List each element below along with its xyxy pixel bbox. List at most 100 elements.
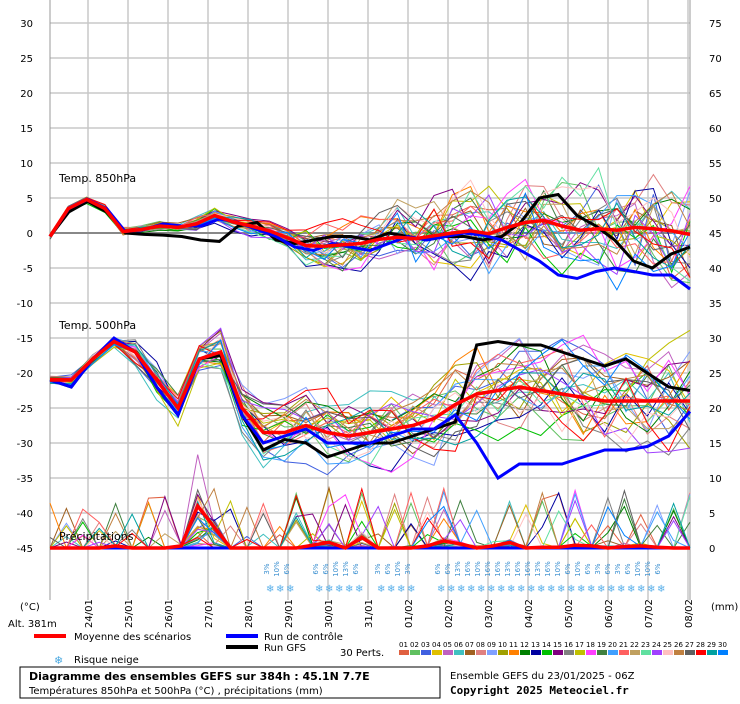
snow-risk-value: 13% (454, 561, 462, 577)
y-left-tick-label: 10 (20, 159, 33, 170)
y-left-tick-label: 0 (27, 229, 33, 240)
snow-risk-value: 3% (263, 563, 271, 574)
snowflake-icon: ❄ (266, 584, 274, 595)
label-t850: Temp. 850hPa (58, 172, 136, 185)
pert-number: 29 (707, 641, 716, 649)
pert-number: 14 (542, 641, 551, 649)
x-tick-label: 04/02 (524, 599, 535, 628)
y-left-tick-label: -10 (17, 299, 33, 310)
snow-risk-value: 13% (534, 561, 542, 577)
pert-number: 05 (443, 641, 452, 649)
snowflake-icon: ❄ (557, 584, 565, 595)
pert-number: 17 (575, 641, 584, 649)
y-right-tick-label: 25 (709, 369, 722, 380)
snow-risk-value: 10% (644, 561, 652, 577)
snowflake-icon: ❄ (547, 584, 555, 595)
snowflake-icon: ❄ (497, 584, 505, 595)
pert-number: 30 (718, 641, 727, 649)
pert-swatch (476, 650, 486, 655)
mean-precip-line (50, 502, 690, 550)
snow-risk-value: 16% (464, 561, 472, 577)
snow-risk-value: 16% (524, 561, 532, 577)
pert-number: 18 (586, 641, 595, 649)
snow-risk-value: 16% (494, 561, 502, 577)
pert-swatch (652, 650, 662, 655)
title-box (19, 666, 441, 699)
x-tick-label: 02/02 (444, 599, 455, 628)
y-right-tick-label: 40 (709, 264, 722, 275)
pert-number: 06 (454, 641, 463, 649)
pert-swatch (410, 650, 420, 655)
pert-swatch (674, 650, 684, 655)
x-tick-label: 28/01 (244, 599, 255, 628)
x-tick-label: 05/02 (564, 599, 575, 628)
pert-swatch (696, 650, 706, 655)
pert-swatch (432, 650, 442, 655)
snow-risk-value: 3% (374, 563, 382, 574)
snowflake-icon: ❄ (487, 584, 495, 595)
y-right-tick-label: 70 (709, 54, 722, 65)
y-left-tick-label: -5 (23, 264, 33, 275)
snowflake-icon: ❄ (477, 584, 485, 595)
snow-risk-value: 6% (584, 563, 592, 574)
snow-risk-value: 6% (384, 563, 392, 574)
pert-number: 21 (619, 641, 628, 649)
pert-swatch (564, 650, 574, 655)
x-tick-label: 30/01 (324, 599, 335, 628)
snowflake-icon: ❄ (54, 654, 63, 667)
pert-number: 27 (685, 641, 694, 649)
y-left-tick-label: 25 (20, 54, 33, 65)
snow-risk-value: 6% (352, 563, 360, 574)
y-left-tick-label: -15 (17, 334, 33, 345)
member-t500-line (49, 341, 691, 447)
snowflake-icon: ❄ (627, 584, 635, 595)
snowflake-icon: ❄ (437, 584, 445, 595)
y-left-tick-label: -30 (17, 439, 33, 450)
altitude: Alt. 381m (8, 619, 57, 630)
snowflake-icon: ❄ (637, 584, 645, 595)
pert-number: 11 (509, 641, 518, 649)
snow-risk-value: 3% (594, 563, 602, 574)
pert-swatch (641, 650, 651, 655)
pert-swatch (443, 650, 453, 655)
pert-number: 10 (498, 641, 507, 649)
pert-number: 15 (553, 641, 562, 649)
snowflake-icon: ❄ (507, 584, 515, 595)
pert-swatch (542, 650, 552, 655)
pert-legend: 01 02 03 04 05 06 07 08 09 10 11 12 13 14 15 16 17 18 19 20… (399, 641, 728, 655)
snowflake-icon: ❄ (377, 584, 385, 595)
y-right-tick-label: 65 (709, 89, 722, 100)
chart-subtitle: Températures 850hPa et 500hPa (°C) , pré… (28, 685, 323, 697)
pert-swatch (575, 650, 585, 655)
pert-swatch (718, 650, 728, 655)
pert-swatch (553, 650, 563, 655)
pert-number: 02 (410, 641, 419, 649)
x-tick-label: 27/01 (204, 599, 215, 628)
snow-risk-value: 6% (312, 563, 320, 574)
member-t500-line (50, 341, 691, 443)
snowflake-icon: ❄ (617, 584, 625, 595)
pert-number: 23 (641, 641, 650, 649)
x-tick-label: 29/01 (284, 599, 295, 628)
pert-number: 28 (696, 641, 705, 649)
snowflake-icon: ❄ (457, 584, 465, 595)
y-left-tick-label: 5 (27, 194, 33, 205)
x-tick-label: 07/02 (644, 599, 655, 628)
y-right-tick-label: 55 (709, 159, 722, 170)
pert-swatch (498, 650, 508, 655)
x-tick-label: 03/02 (484, 599, 495, 628)
pert-number: 12 (520, 641, 529, 649)
snowflake-icon: ❄ (587, 584, 595, 595)
x-axis: 24/01 25/01 26/01 27/01 28/01 29/01 30/01 31/01… (84, 599, 695, 628)
mean-t500-line (50, 339, 690, 438)
snowflake-icon: ❄ (407, 584, 415, 595)
pert-number: 22 (630, 641, 639, 649)
snowflake-icon: ❄ (537, 584, 545, 595)
y-left-tick-label: 15 (20, 124, 33, 135)
pert-swatch (509, 650, 519, 655)
label-t500: Temp. 500hPa (58, 319, 136, 332)
pert-number: 07 (465, 641, 474, 649)
label-precip: Précipitations (59, 530, 134, 543)
